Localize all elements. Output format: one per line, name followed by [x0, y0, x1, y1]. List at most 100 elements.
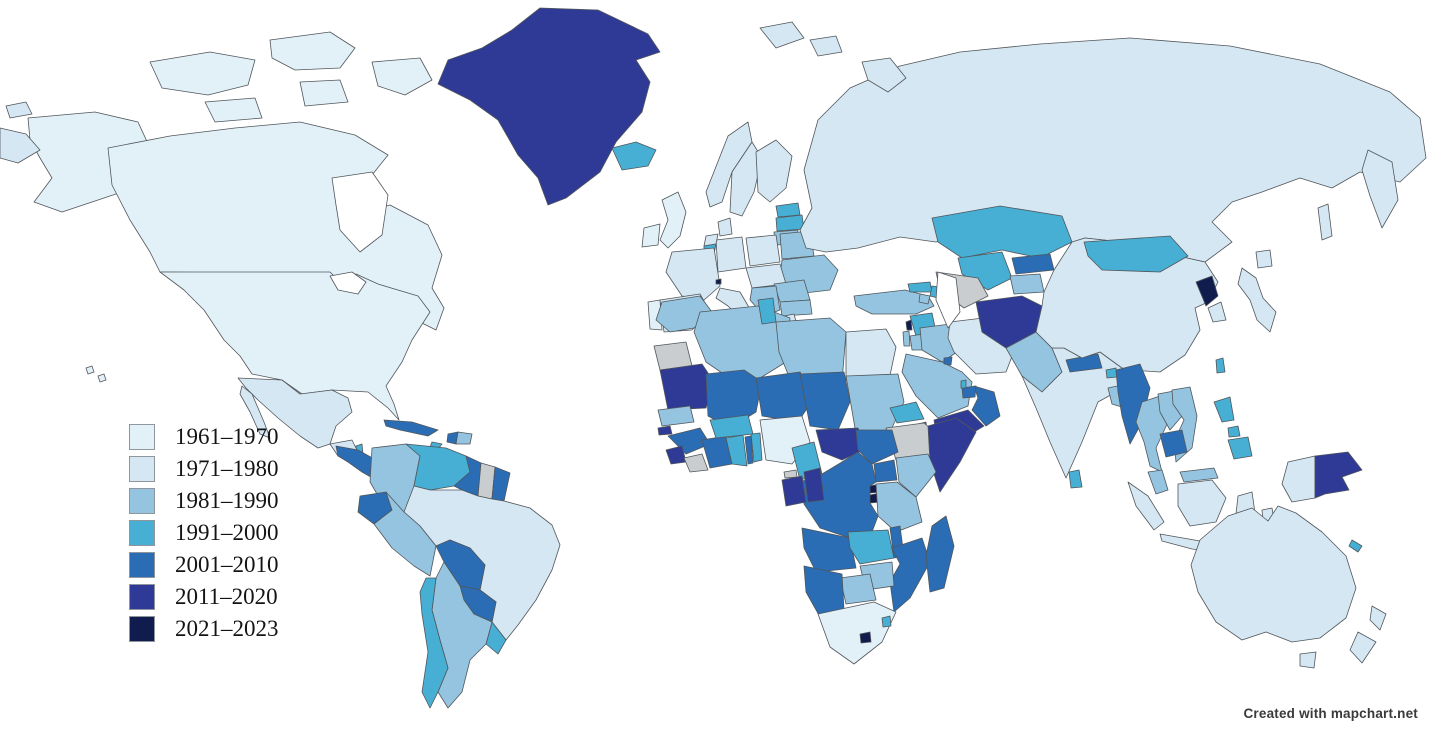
region-mexico [237, 377, 353, 449]
region-congo [803, 467, 825, 503]
region-kyrgyzstan [1011, 253, 1055, 275]
region-mali [705, 369, 763, 429]
region-iceland [611, 141, 657, 171]
region-united-states [159, 271, 431, 421]
region-romania [773, 279, 811, 303]
region-south-korea [1207, 301, 1227, 323]
region-russia-islet [5, 101, 33, 119]
region-tanzania [875, 481, 923, 533]
legend-label: 2011–2020 [175, 583, 278, 609]
region-australia-tasmania [1299, 651, 1317, 669]
region-philippines-mindanao [1227, 436, 1253, 460]
region-dr-congo [799, 451, 879, 539]
region-monaco [715, 278, 722, 285]
region-bulgaria [779, 299, 813, 317]
legend-swatch-1991-2000 [129, 519, 155, 546]
region-canada-island [371, 57, 433, 96]
region-germany [715, 236, 747, 273]
great-lakes [329, 271, 367, 295]
region-papua-new-guinea [1314, 451, 1363, 499]
region-saudi-arabia [901, 353, 973, 419]
region-niger [755, 371, 815, 423]
region-kuwait [943, 356, 953, 366]
legend-item: 1981–1990 [129, 487, 279, 514]
legend-label: 2021–2023 [175, 615, 279, 641]
region-qatar [960, 379, 967, 389]
region-angola [801, 527, 857, 573]
legend-item: 2011–2020 [129, 583, 279, 610]
region-new-zealand-north [1369, 605, 1387, 631]
region-armenia [918, 293, 931, 305]
region-senegal [657, 405, 695, 427]
legend-label: 2001–2010 [175, 551, 279, 577]
region-australia [1190, 505, 1357, 643]
region-bhutan [1105, 367, 1118, 379]
region-lebanon [905, 319, 913, 331]
region-indonesia-kalimantan [1177, 479, 1227, 527]
legend-swatch-1971-1980 [129, 455, 155, 482]
region-france [665, 247, 721, 301]
region-mongolia [1083, 235, 1189, 273]
region-poland [745, 234, 781, 267]
region-georgia [907, 281, 933, 293]
region-united-states-hawaii [85, 365, 95, 375]
region-chad [799, 371, 851, 431]
region-benin [750, 432, 763, 463]
region-south-sudan [855, 429, 899, 465]
region-sierra-leone [665, 445, 687, 465]
region-philippines-visayas [1227, 425, 1241, 438]
region-turkey [853, 289, 935, 315]
region-western-sahara [653, 341, 693, 371]
region-greenland [437, 7, 661, 206]
region-kenya [895, 453, 937, 498]
region-canada-island [269, 31, 356, 71]
region-tajikistan [1009, 273, 1045, 295]
legend-item: 2021–2023 [129, 615, 279, 642]
region-liberia [683, 453, 709, 473]
region-new-zealand-south [1349, 631, 1377, 664]
region-sudan [845, 373, 905, 435]
region-malaysia [1147, 469, 1169, 495]
region-malaysia-borneo [1179, 467, 1219, 483]
hudson-bay [331, 171, 389, 253]
map-legend: 1961–1970 1971–1980 1981–1990 1991–2000 … [129, 423, 279, 642]
region-finland [755, 139, 793, 203]
region-estonia [775, 202, 801, 218]
region-equatorial-guinea [783, 469, 798, 479]
region-uganda [873, 459, 898, 483]
region-myanmar [1115, 363, 1151, 445]
region-latvia [775, 214, 805, 232]
region-norway-svalbard [809, 35, 843, 57]
region-madagascar [925, 515, 955, 593]
region-norway-svalbard [759, 21, 805, 49]
region-indonesia-sumatra [1127, 481, 1165, 531]
region-united-states-hawaii [97, 373, 107, 383]
region-burkina-faso [709, 414, 754, 439]
legend-swatch-1981-1990 [129, 487, 155, 514]
region-taiwan [1215, 357, 1226, 374]
region-guinea-bissau [657, 425, 673, 436]
region-somalia [927, 417, 977, 493]
region-new-caledonia [1348, 539, 1363, 553]
region-israel [902, 330, 911, 347]
region-denmark [717, 217, 733, 237]
legend-label: 1961–1970 [175, 423, 279, 449]
region-cambodia [1159, 429, 1188, 458]
region-eritrea [889, 401, 925, 424]
region-russia-kamchatka [1361, 149, 1399, 229]
region-sweden [729, 141, 763, 217]
region-indonesia-west-papua [1281, 455, 1316, 503]
legend-item: 1961–1970 [129, 423, 279, 450]
region-japan [1237, 267, 1277, 333]
region-botswana [839, 573, 877, 605]
region-united-kingdom [659, 191, 687, 249]
region-mexico-baja [239, 385, 271, 439]
legend-swatch-2021-2023 [129, 615, 155, 642]
region-mauritania [659, 363, 715, 411]
region-mozambique [889, 537, 931, 613]
region-japan-hokkaido [1255, 249, 1273, 269]
region-russia-chukotka [0, 127, 41, 164]
legend-item: 2001–2010 [129, 551, 279, 578]
region-chile [419, 577, 449, 709]
